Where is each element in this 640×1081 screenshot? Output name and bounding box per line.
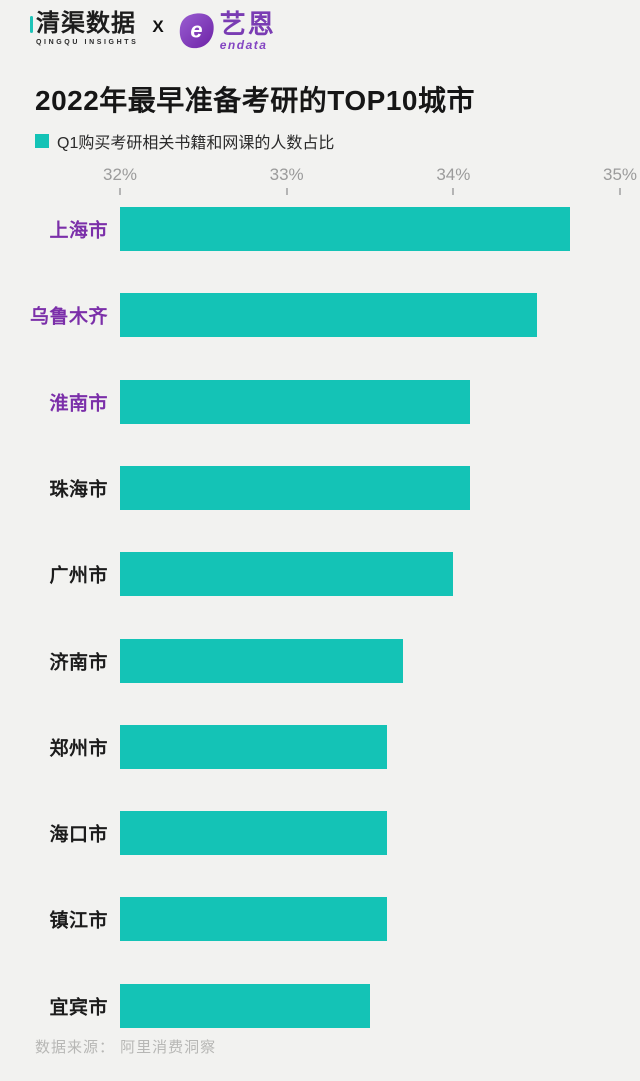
x-axis-tick-label: 33% <box>269 165 304 184</box>
bar <box>120 897 387 942</box>
chart-row: 镇江市 <box>0 897 640 942</box>
x-axis-tick-label: 34% <box>436 165 471 184</box>
city-label: 宜宾市 <box>49 997 108 1019</box>
legend-swatch-icon <box>35 134 49 148</box>
chart-row: 广州市 <box>0 552 640 597</box>
endata-logo-subtext: endata <box>219 38 268 52</box>
chart-row: 淮南市 <box>0 379 640 424</box>
bar <box>120 379 470 424</box>
endata-logo: e 艺恩 endata <box>177 11 276 52</box>
bar <box>120 983 370 1028</box>
x-axis-tick-label: 35% <box>602 165 638 184</box>
x-axis: 32% 33% 34% 35% <box>0 165 640 199</box>
city-label: 郑州市 <box>49 738 108 760</box>
city-label: 上海市 <box>49 220 108 242</box>
bar <box>120 552 454 597</box>
bar-chart: 32% 33% 34% 35% 上海市乌鲁木齐淮南市珠海市广州市济南市郑州市海口市镇江… <box>0 165 640 1037</box>
city-label: 济南市 <box>49 652 108 673</box>
chart-row: 郑州市 <box>0 724 640 769</box>
qingqu-logo-subtext: QINGQU INSIGHTS <box>36 39 139 46</box>
bar <box>120 811 387 856</box>
bar <box>120 293 537 338</box>
data-source: 数据来源： 阿里消费洞察 <box>35 1039 217 1056</box>
city-label: 乌鲁木齐 <box>29 306 108 328</box>
endata-logo-text: 艺恩 <box>219 9 276 39</box>
bar <box>120 724 387 769</box>
collab-x-separator: X <box>152 17 164 36</box>
header: 清渠数据 QINGQU INSIGHTS X e 艺恩 endata <box>30 11 276 52</box>
x-axis-tick: 35% <box>603 165 637 195</box>
legend-label: Q1购买考研相关书籍和网课的人数占比 <box>57 135 335 152</box>
bar <box>120 207 570 251</box>
x-axis-tick: 32% <box>103 165 137 195</box>
page-title: 2022年最早准备考研的TOP10城市 <box>35 85 475 116</box>
x-axis-tick-mark <box>119 188 121 195</box>
x-axis-tick-mark <box>285 188 288 195</box>
chart-row: 宜宾市 <box>0 983 640 1028</box>
city-label: 珠海市 <box>49 479 108 501</box>
legend: Q1购买考研相关书籍和网课的人数占比 <box>35 129 334 153</box>
x-axis-tick-label: 32% <box>102 165 138 184</box>
bar <box>120 465 470 510</box>
chart-row: 珠海市 <box>0 465 640 510</box>
chart-rows: 上海市乌鲁木齐淮南市珠海市广州市济南市郑州市海口市镇江市宜宾市 <box>0 207 640 1037</box>
qingqu-accent-mark-icon <box>30 16 33 33</box>
city-label: 广州市 <box>49 565 108 587</box>
x-axis-tick: 33% <box>270 165 304 195</box>
city-label: 镇江市 <box>49 910 108 932</box>
x-axis-tick-mark <box>619 188 621 195</box>
bar <box>120 638 404 683</box>
x-axis-tick: 34% <box>436 165 470 195</box>
endata-logo-text-block: 艺恩 endata <box>219 9 276 53</box>
city-label: 淮南市 <box>49 393 108 415</box>
endata-blob-icon: e <box>179 13 214 49</box>
chart-row: 海口市 <box>0 811 640 856</box>
x-axis-tick-mark <box>452 188 455 195</box>
city-label: 海口市 <box>49 824 108 846</box>
chart-row: 上海市 <box>0 207 640 251</box>
chart-row: 济南市 <box>0 638 640 683</box>
qingqu-logo-text: 清渠数据 <box>36 10 136 37</box>
qingqu-logo: 清渠数据 QINGQU INSIGHTS <box>30 11 138 46</box>
chart-row: 乌鲁木齐 <box>0 293 640 338</box>
svg-text:e: e <box>190 18 202 43</box>
